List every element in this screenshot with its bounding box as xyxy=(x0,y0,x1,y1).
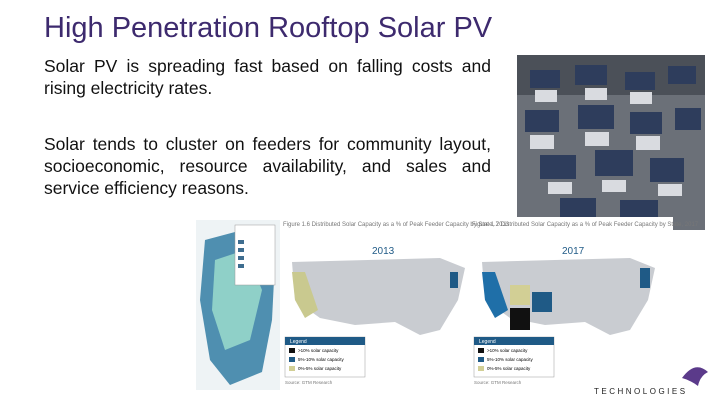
legend-title: Legend xyxy=(479,339,496,345)
slide-title: High Penetration Rooftop Solar PV xyxy=(44,12,493,44)
us-maps: Figure 1.6 Distributed Solar Capacity as… xyxy=(280,217,699,390)
legend-label: 5%-10% solar capacity xyxy=(298,357,345,362)
source: Source: GTM Research xyxy=(285,380,333,385)
figure-caption: Figure 1.6 Distributed Solar Capacity as… xyxy=(283,222,510,228)
oahu-map xyxy=(196,220,280,390)
source: Source: GTM Research xyxy=(474,380,522,385)
logo-text: TECHNOLOGIES xyxy=(594,387,688,396)
logo: TECHNOLOGIES xyxy=(594,367,708,396)
rooftop-photo xyxy=(517,55,705,230)
legend-label: 5%-10% solar capacity xyxy=(487,357,534,362)
legend-title: Legend xyxy=(290,339,307,345)
figure-caption: Figure 1.7 Distributed Solar Capacity as… xyxy=(472,222,699,228)
map-year: 2013 xyxy=(372,246,395,257)
legend-label: 0%-5% solar capacity xyxy=(298,366,342,371)
map-year: 2017 xyxy=(562,246,585,257)
legend-label: >10% solar capacity xyxy=(298,348,339,353)
paragraph: Solar tends to cluster on feeders for co… xyxy=(44,134,491,198)
legend-label: 0%-5% solar capacity xyxy=(487,366,531,371)
paragraph: Solar PV is spreading fast based on fall… xyxy=(44,56,491,98)
legend: Legend >10% solar capacity 5%-10% solar … xyxy=(473,336,555,385)
legend-label: >10% solar capacity xyxy=(487,348,528,353)
legend: Legend >10% solar capacity 5%-10% solar … xyxy=(284,336,366,385)
